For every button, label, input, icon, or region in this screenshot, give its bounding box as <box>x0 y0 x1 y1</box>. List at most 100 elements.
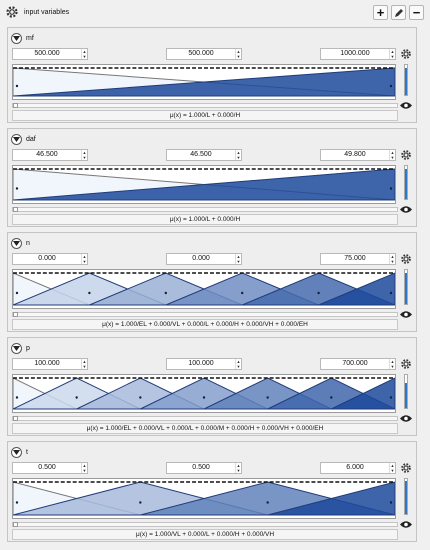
slider-handle[interactable] <box>13 312 18 317</box>
spin-arrows-icon[interactable]: ▲ ▼ <box>389 359 395 369</box>
variable-name: n <box>26 239 30 247</box>
set-center-marker <box>15 291 19 295</box>
min-spinbox[interactable]: 500.000 ▲ ▼ <box>12 48 88 60</box>
gear-icon[interactable] <box>400 149 412 161</box>
eye-icon[interactable] <box>400 414 412 423</box>
membership-plot[interactable] <box>12 165 396 204</box>
current-value: 46.500 <box>190 151 212 158</box>
value-spinbox[interactable]: 100.000 ▲ ▼ <box>166 358 242 370</box>
max-spinbox[interactable]: 1000.000 ▲ ▼ <box>320 48 396 60</box>
slider-handle[interactable] <box>13 416 18 421</box>
membership-set-2 <box>13 67 395 97</box>
slider-handle[interactable] <box>13 522 18 527</box>
max-spinbox[interactable]: 75.000 ▲ ▼ <box>320 253 396 265</box>
value-slider[interactable] <box>12 207 398 212</box>
membership-level-fill <box>405 383 407 408</box>
current-value: 100.000 <box>188 360 214 367</box>
min-spinbox[interactable]: 46.500 ▲ ▼ <box>12 149 88 161</box>
collapse-icon[interactable] <box>11 446 22 458</box>
eye-icon[interactable] <box>400 101 412 110</box>
min-spinbox[interactable]: 0.000 ▲ ▼ <box>12 253 88 265</box>
min-spinbox[interactable]: 0.500 ▲ ▼ <box>12 462 88 474</box>
membership-chart <box>13 377 395 410</box>
spin-arrows-icon[interactable]: ▲ ▼ <box>235 49 241 59</box>
set-center-marker <box>202 396 206 399</box>
spin-arrows-icon[interactable]: ▲ ▼ <box>81 359 87 369</box>
value-slider[interactable] <box>12 416 398 421</box>
collapse-icon[interactable] <box>11 237 22 249</box>
membership-level-bar[interactable] <box>404 269 408 305</box>
max-spinbox[interactable]: 49.800 ▲ ▼ <box>320 149 396 161</box>
max-value: 700.000 <box>342 360 368 367</box>
spin-arrows-icon[interactable]: ▲ ▼ <box>81 49 87 59</box>
gear-icon[interactable] <box>400 253 412 265</box>
membership-level-fill <box>405 169 407 199</box>
max-spinbox[interactable]: 6.000 ▲ ▼ <box>320 462 396 474</box>
membership-formula: μ(x) = 1.000/VL + 0.000/L + 0.000/H + 0.… <box>12 529 398 540</box>
spin-arrows-icon[interactable]: ▲ ▼ <box>81 254 87 264</box>
value-slider[interactable] <box>12 522 398 527</box>
membership-level-bar[interactable] <box>404 374 408 409</box>
membership-plot[interactable] <box>12 269 396 309</box>
spin-arrows-icon[interactable]: ▲ ▼ <box>389 49 395 59</box>
collapse-icon[interactable] <box>11 133 22 145</box>
value-spinbox[interactable]: 0.500 ▲ ▼ <box>166 462 242 474</box>
variable-name: p <box>26 344 30 352</box>
gear-icon[interactable] <box>400 358 412 370</box>
set-center-marker <box>389 501 393 504</box>
variable-name: daf <box>26 135 36 143</box>
spin-arrows-icon[interactable]: ▲ ▼ <box>81 463 87 473</box>
eye-icon[interactable] <box>400 520 412 529</box>
max-spinbox[interactable]: 700.000 ▲ ▼ <box>320 358 396 370</box>
membership-level-bar[interactable] <box>404 64 408 96</box>
eye-icon[interactable] <box>400 205 412 214</box>
set-center-marker <box>139 501 142 504</box>
spin-arrows-icon[interactable]: ▲ ▼ <box>235 359 241 369</box>
slider-handle[interactable] <box>13 207 18 212</box>
membership-level-bar[interactable] <box>404 478 408 515</box>
spin-arrows-icon[interactable]: ▲ ▼ <box>389 254 395 264</box>
value-slider[interactable] <box>12 103 398 108</box>
remove-variable-button[interactable]: − <box>409 5 424 20</box>
set-center-marker <box>389 84 393 88</box>
collapse-icon[interactable] <box>11 32 22 44</box>
eye-icon[interactable] <box>400 310 412 319</box>
add-variable-button[interactable]: + <box>373 5 388 20</box>
set-center-marker <box>389 291 393 295</box>
min-value: 0.500 <box>38 464 56 471</box>
min-spinbox[interactable]: 100.000 ▲ ▼ <box>12 358 88 370</box>
variable-header: n <box>11 237 30 249</box>
membership-plot[interactable] <box>12 374 396 413</box>
gear-icon[interactable] <box>400 48 412 60</box>
membership-formula: μ(x) = 1.000/L + 0.000/H <box>12 214 398 225</box>
spin-arrows-icon[interactable]: ▲ ▼ <box>389 463 395 473</box>
max-value: 49.800 <box>344 151 366 158</box>
membership-plot[interactable] <box>12 478 396 519</box>
max-value: 75.000 <box>344 255 366 262</box>
edit-variable-button[interactable] <box>391 5 406 20</box>
value-spinbox[interactable]: 0.000 ▲ ▼ <box>166 253 242 265</box>
variable-header: daf <box>11 133 36 145</box>
spin-arrows-icon[interactable]: ▲ ▼ <box>81 150 87 160</box>
spin-arrows-icon[interactable]: ▲ ▼ <box>235 254 241 264</box>
collapse-icon[interactable] <box>11 342 22 354</box>
membership-level-bar[interactable] <box>404 165 408 200</box>
value-spinbox[interactable]: 500.000 ▲ ▼ <box>166 48 242 60</box>
value-slider[interactable] <box>12 312 398 317</box>
spin-arrows-icon[interactable]: ▲ ▼ <box>389 150 395 160</box>
variable-panel-n: n 0.000 ▲ ▼ 0.000 ▲ ▼ 75.000 ▲ ▼ μ(x) = 1.000/EL +… <box>7 232 417 332</box>
membership-plot[interactable] <box>12 64 396 100</box>
spin-arrows-icon[interactable]: ▲ ▼ <box>235 150 241 160</box>
membership-level-fill <box>405 68 407 95</box>
set-center-marker <box>389 396 393 399</box>
set-center-marker <box>75 396 78 399</box>
window-title: input variables <box>24 8 70 16</box>
gear-icon[interactable] <box>4 4 20 20</box>
spin-arrows-icon[interactable]: ▲ ▼ <box>235 463 241 473</box>
membership-set-6 <box>318 272 395 306</box>
gear-icon[interactable] <box>400 462 412 474</box>
set-center-marker <box>164 291 167 295</box>
slider-handle[interactable] <box>13 103 18 108</box>
set-center-marker <box>15 501 19 504</box>
value-spinbox[interactable]: 46.500 ▲ ▼ <box>166 149 242 161</box>
